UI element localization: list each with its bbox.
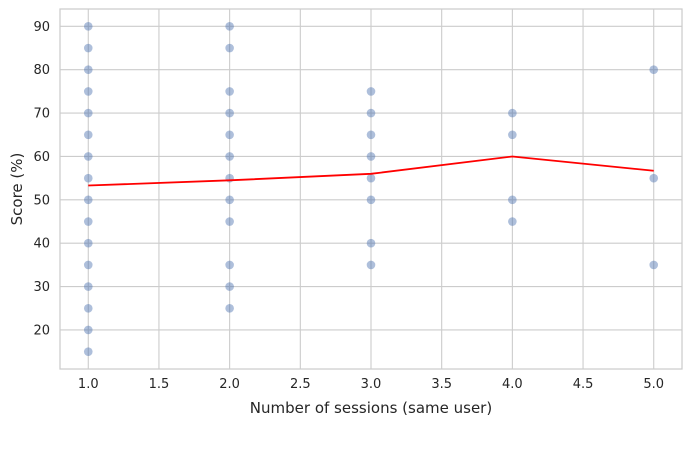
- y-tick-label: 60: [33, 150, 50, 165]
- plot-frame: [59, 8, 683, 370]
- y-axis-label: Score (%): [8, 153, 26, 226]
- scatter-point: [366, 238, 376, 248]
- y-tick-label: 90: [33, 20, 50, 35]
- x-axis-label: Number of sessions (same user): [250, 399, 492, 417]
- mean-line: [88, 155, 654, 187]
- scatter-point: [649, 173, 659, 183]
- scatter-points: [83, 22, 659, 356]
- scatter-point: [225, 195, 234, 205]
- scatter-point: [225, 130, 234, 140]
- mean-line-layer: [88, 155, 654, 187]
- y-tick-label: 80: [33, 63, 50, 78]
- x-tick-label: 4.5: [573, 377, 594, 392]
- scatter-point: [225, 152, 234, 161]
- scatter-point: [225, 303, 234, 313]
- y-tick-labels: 20 30 40 50 60 70 80 90: [33, 20, 50, 339]
- scatter-point: [83, 282, 93, 291]
- x-tick-label: 1.5: [149, 377, 170, 392]
- y-tick-label: 40: [33, 237, 50, 252]
- scatter-point: [83, 217, 93, 226]
- x-tick-label: 3.5: [431, 377, 452, 392]
- scatter-point: [83, 173, 93, 183]
- scatter-point: [649, 65, 659, 75]
- scatter-point: [225, 260, 234, 270]
- scatter-point: [366, 173, 376, 183]
- scatter-point: [83, 152, 93, 161]
- scatter-point: [508, 108, 517, 118]
- scatter-point: [83, 238, 93, 248]
- x-tick-label: 1.0: [78, 377, 99, 392]
- y-tick-label: 70: [33, 107, 50, 122]
- scatter-point: [649, 260, 659, 270]
- y-tick-label: 20: [33, 323, 50, 338]
- scatter-point: [83, 325, 93, 335]
- scatter-point: [83, 130, 93, 140]
- scatter-point: [508, 195, 517, 205]
- x-tick-label: 2.0: [219, 377, 240, 392]
- scatter-point: [83, 108, 93, 118]
- x-tick-label: 2.5: [290, 377, 311, 392]
- scatter-point: [225, 108, 234, 118]
- scatter-point: [366, 130, 376, 140]
- scatter-point: [366, 87, 376, 96]
- scatter-point: [83, 260, 93, 270]
- x-tick-labels: 1.0 1.5 2.0 2.5 3.0 3.5 4.0 4.5 5.0: [78, 377, 664, 392]
- scatter-point: [83, 22, 93, 31]
- scatter-point: [366, 152, 376, 161]
- grid: [60, 9, 682, 369]
- scatter-point: [366, 260, 376, 270]
- scatter-point: [83, 347, 93, 356]
- scatter-point: [225, 43, 234, 53]
- y-tick-label: 30: [33, 280, 50, 295]
- scatter-point: [508, 130, 517, 140]
- x-tick-label: 4.0: [502, 377, 523, 392]
- scatter-point: [225, 282, 234, 291]
- scatter-point: [83, 303, 93, 313]
- scatter-point: [366, 195, 376, 205]
- scatter-point: [83, 65, 93, 75]
- y-tick-label: 50: [33, 193, 50, 208]
- scatter-point: [83, 87, 93, 96]
- scatter-point: [225, 22, 234, 31]
- scatter-point: [366, 108, 376, 118]
- scatter-point: [225, 217, 234, 226]
- scatter-point: [83, 43, 93, 53]
- scatter-point: [83, 195, 93, 205]
- scatter-point: [508, 217, 517, 226]
- scatter-point: [225, 87, 234, 96]
- x-tick-label: 5.0: [643, 377, 664, 392]
- x-tick-label: 3.0: [361, 377, 382, 392]
